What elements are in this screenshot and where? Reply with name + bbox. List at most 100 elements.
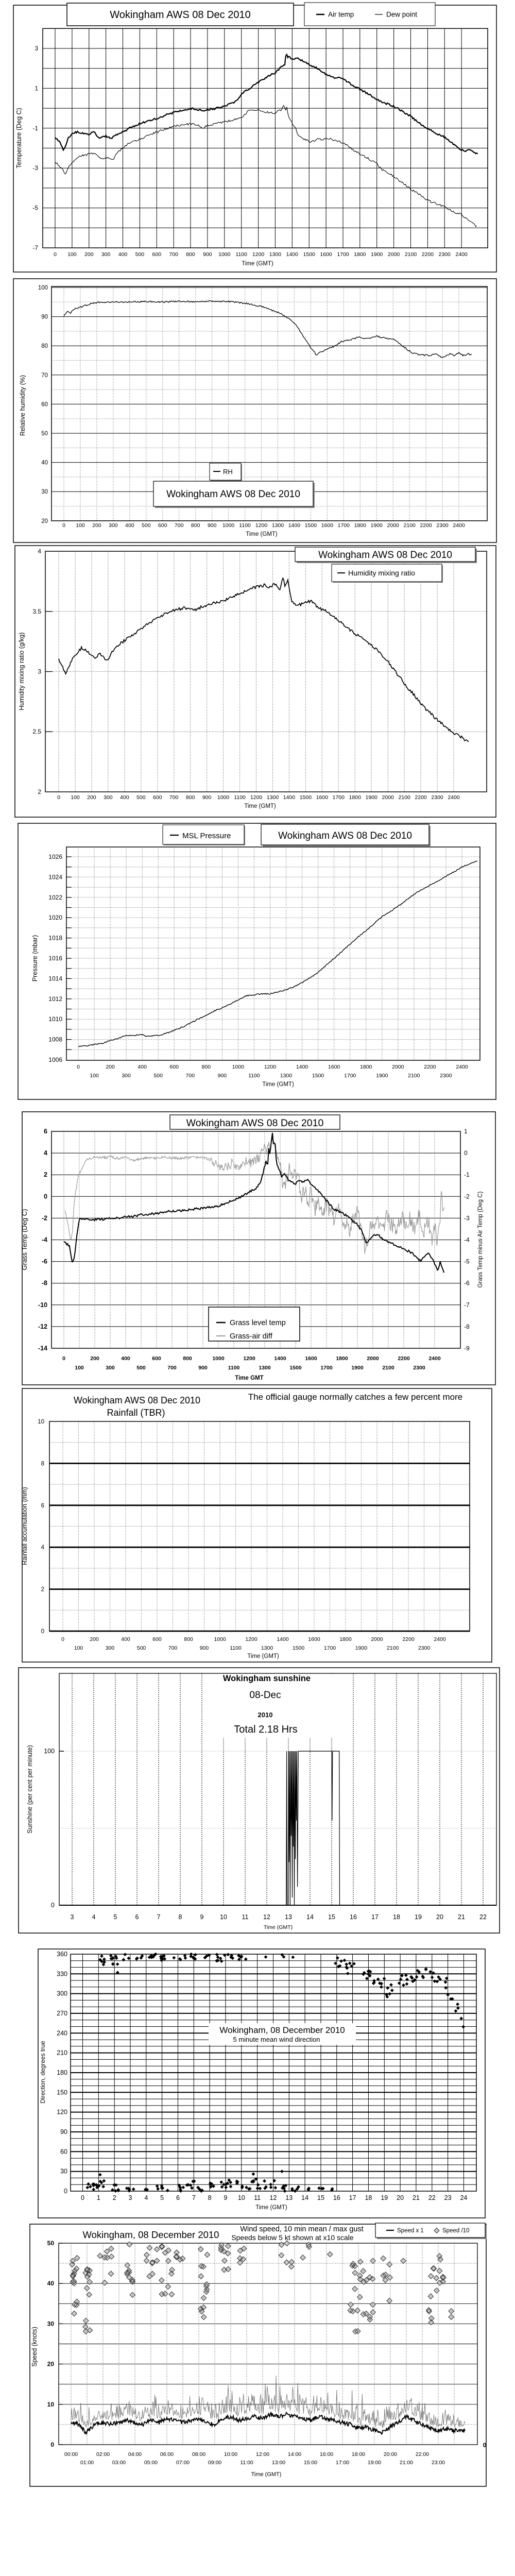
svg-text:100: 100 bbox=[38, 285, 48, 291]
svg-text:700: 700 bbox=[169, 794, 179, 801]
svg-text:0: 0 bbox=[62, 522, 65, 529]
svg-text:2100: 2100 bbox=[382, 1365, 394, 1371]
svg-text:Time (GMT): Time (GMT) bbox=[247, 1653, 279, 1659]
svg-text:1018: 1018 bbox=[48, 935, 62, 942]
svg-text:Grass Temp (Deg C): Grass Temp (Deg C) bbox=[21, 1209, 28, 1270]
svg-text:-6: -6 bbox=[464, 1280, 470, 1287]
svg-text:1800: 1800 bbox=[336, 1355, 348, 1362]
svg-text:1100: 1100 bbox=[239, 522, 251, 529]
svg-text:-1: -1 bbox=[32, 125, 38, 132]
svg-text:2010: 2010 bbox=[258, 1711, 273, 1719]
svg-text:1600: 1600 bbox=[321, 522, 334, 529]
svg-text:3.5: 3.5 bbox=[32, 608, 41, 615]
svg-text:8: 8 bbox=[179, 1913, 182, 1921]
svg-text:1300: 1300 bbox=[267, 794, 279, 801]
svg-text:Wokingham, 08 December 2010: Wokingham, 08 December 2010 bbox=[83, 2229, 219, 2240]
svg-text:0: 0 bbox=[64, 2188, 67, 2195]
svg-text:2300: 2300 bbox=[439, 251, 451, 258]
svg-text:10: 10 bbox=[220, 1913, 227, 1921]
svg-text:100: 100 bbox=[44, 1748, 55, 1755]
svg-text:2200: 2200 bbox=[415, 794, 427, 801]
svg-text:900: 900 bbox=[198, 1365, 208, 1371]
svg-text:1700: 1700 bbox=[337, 251, 349, 258]
svg-text:Time (GMT): Time (GMT) bbox=[244, 803, 276, 809]
svg-text:1000: 1000 bbox=[218, 251, 231, 258]
svg-text:2100: 2100 bbox=[405, 251, 417, 258]
svg-text:0: 0 bbox=[464, 1149, 468, 1157]
svg-text:1500: 1500 bbox=[305, 522, 317, 529]
svg-text:1300: 1300 bbox=[259, 1365, 271, 1371]
svg-text:1100: 1100 bbox=[230, 1645, 242, 1651]
svg-text:400: 400 bbox=[121, 1355, 130, 1362]
svg-text:1100: 1100 bbox=[235, 251, 247, 258]
svg-text:1600: 1600 bbox=[316, 794, 329, 801]
svg-text:RH: RH bbox=[223, 468, 233, 476]
svg-text:21: 21 bbox=[458, 1913, 465, 1921]
svg-text:9: 9 bbox=[200, 1913, 204, 1921]
svg-text:2300: 2300 bbox=[436, 522, 449, 529]
svg-text:300: 300 bbox=[106, 1365, 115, 1371]
svg-text:Time (GMT): Time (GMT) bbox=[242, 261, 273, 267]
svg-text:200: 200 bbox=[84, 251, 94, 258]
svg-text:1800: 1800 bbox=[354, 251, 366, 258]
svg-text:1800: 1800 bbox=[339, 1636, 352, 1642]
svg-text:21: 21 bbox=[413, 2194, 420, 2201]
svg-text:500: 500 bbox=[142, 522, 151, 529]
svg-text:210: 210 bbox=[57, 2049, 67, 2057]
svg-text:22: 22 bbox=[479, 1913, 487, 1921]
svg-text:6: 6 bbox=[41, 1503, 44, 1509]
svg-text:800: 800 bbox=[186, 794, 195, 801]
svg-text:300: 300 bbox=[104, 794, 113, 801]
svg-text:0: 0 bbox=[77, 1064, 80, 1070]
svg-text:2.5: 2.5 bbox=[32, 728, 41, 735]
svg-text:1400: 1400 bbox=[296, 1064, 308, 1070]
svg-text:1500: 1500 bbox=[293, 1645, 305, 1651]
svg-text:1400: 1400 bbox=[283, 794, 296, 801]
svg-text:1800: 1800 bbox=[349, 794, 362, 801]
svg-text:Grass Temp minus Air Temp (Deg: Grass Temp minus Air Temp (Deg C) bbox=[477, 1191, 484, 1287]
svg-text:Humidity mixing ratio (g/kg): Humidity mixing ratio (g/kg) bbox=[18, 632, 25, 710]
svg-text:200: 200 bbox=[106, 1064, 115, 1070]
svg-text:1900: 1900 bbox=[351, 1365, 364, 1371]
svg-text:360: 360 bbox=[57, 1951, 67, 1958]
svg-text:4: 4 bbox=[41, 1545, 45, 1551]
svg-text:2300: 2300 bbox=[418, 1645, 431, 1651]
svg-text:400: 400 bbox=[138, 1064, 147, 1070]
svg-text:2: 2 bbox=[113, 2194, 116, 2201]
svg-text:Time (GMT): Time (GMT) bbox=[264, 1924, 293, 1930]
svg-text:1: 1 bbox=[464, 1128, 468, 1135]
svg-text:0: 0 bbox=[483, 2442, 487, 2449]
svg-text:16:00: 16:00 bbox=[320, 2451, 333, 2458]
svg-text:600: 600 bbox=[158, 522, 167, 529]
svg-text:900: 900 bbox=[208, 522, 217, 529]
svg-text:2200: 2200 bbox=[424, 1064, 436, 1070]
svg-text:Wokingham AWS 08 Dec 2010: Wokingham AWS 08 Dec 2010 bbox=[186, 1117, 324, 1129]
svg-text:2400: 2400 bbox=[456, 1064, 468, 1070]
svg-text:600: 600 bbox=[152, 251, 162, 258]
svg-text:17:00: 17:00 bbox=[336, 2460, 349, 2466]
svg-text:1400: 1400 bbox=[274, 1355, 286, 1362]
svg-text:1700: 1700 bbox=[333, 794, 345, 801]
svg-text:20:00: 20:00 bbox=[384, 2451, 397, 2458]
svg-text:90: 90 bbox=[41, 314, 48, 320]
svg-text:100: 100 bbox=[74, 1645, 83, 1651]
svg-text:0: 0 bbox=[61, 1636, 64, 1642]
svg-text:700: 700 bbox=[175, 522, 184, 529]
svg-text:1000: 1000 bbox=[222, 522, 235, 529]
svg-text:120: 120 bbox=[57, 2109, 67, 2116]
svg-text:2: 2 bbox=[38, 788, 41, 795]
svg-text:900: 900 bbox=[203, 251, 212, 258]
svg-text:1500: 1500 bbox=[303, 251, 316, 258]
svg-text:-7: -7 bbox=[464, 1301, 470, 1309]
svg-text:0: 0 bbox=[44, 1193, 47, 1200]
svg-text:1022: 1022 bbox=[48, 894, 62, 901]
svg-text:40: 40 bbox=[41, 460, 48, 466]
svg-text:10: 10 bbox=[47, 2401, 55, 2408]
svg-text:15: 15 bbox=[317, 2194, 324, 2201]
svg-text:2400: 2400 bbox=[455, 251, 468, 258]
svg-text:7: 7 bbox=[192, 2194, 196, 2201]
svg-text:Speed /10: Speed /10 bbox=[442, 2228, 469, 2234]
svg-text:Sunshine (per cent per minute): Sunshine (per cent per minute) bbox=[26, 1745, 33, 1834]
svg-text:16: 16 bbox=[350, 1913, 357, 1921]
svg-text:1300: 1300 bbox=[269, 251, 282, 258]
